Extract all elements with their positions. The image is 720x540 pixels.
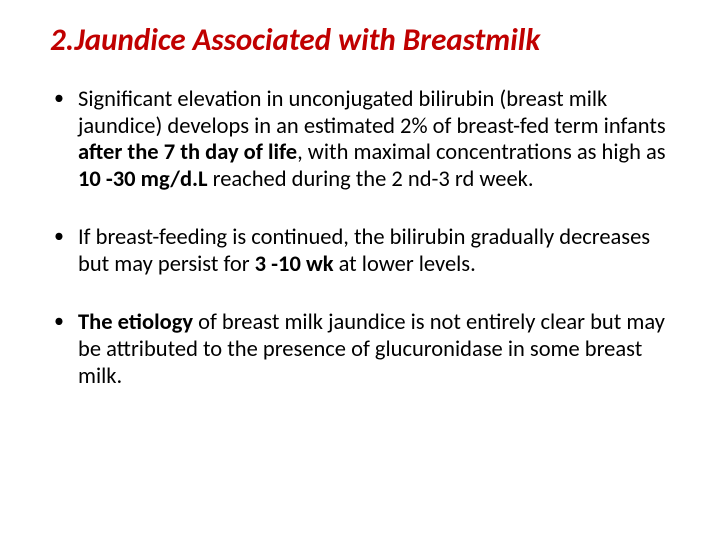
text-part: , with maximal concentrations as high as (297, 139, 666, 166)
text-bold: 3 -10 wk (255, 251, 334, 278)
text-bold: 10 -30 mg/d.L (78, 166, 208, 193)
text-part: reached during the 2 nd-3 rd week. (208, 166, 534, 193)
text-part: Significant elevation in unconjugated bi… (78, 86, 666, 140)
bullet-list: Significant elevation in unconjugated bi… (50, 87, 680, 390)
list-item: If breast-feeding is continued, the bili… (50, 225, 680, 278)
list-item: Significant elevation in unconjugated bi… (50, 87, 680, 193)
text-part: at lower levels. (334, 251, 476, 278)
text-bold: after the 7 th day of life (78, 139, 297, 166)
slide-title: 2.Jaundice Associated with Breastmilk (50, 22, 680, 59)
list-item: The etiology of breast milk jaundice is … (50, 310, 680, 390)
text-bold: The etiology (78, 309, 193, 336)
